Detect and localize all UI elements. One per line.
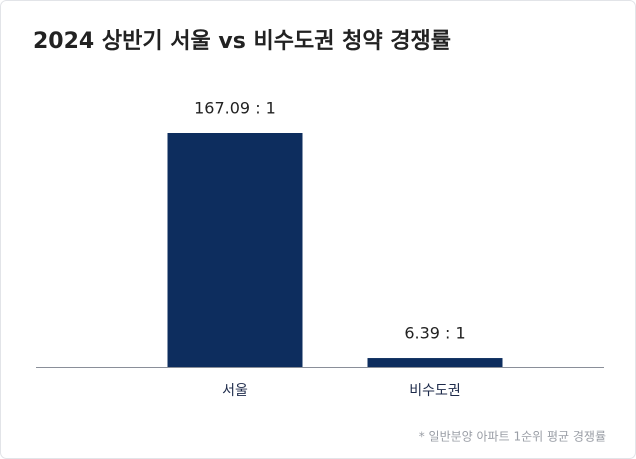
value-label: 6.39 : 1 [404,324,465,343]
footnote: * 일반분양 아파트 1순위 평균 경쟁률 [419,430,606,444]
bar [367,358,503,367]
value-label: 167.09 : 1 [194,99,276,118]
x-tick-label: 비수도권 [409,383,461,399]
chart-title: 2024 상반기 서울 vs 비수도권 청약 경쟁률 [33,29,451,54]
x-tick-label: 서울 [222,383,248,399]
bar [167,133,303,367]
